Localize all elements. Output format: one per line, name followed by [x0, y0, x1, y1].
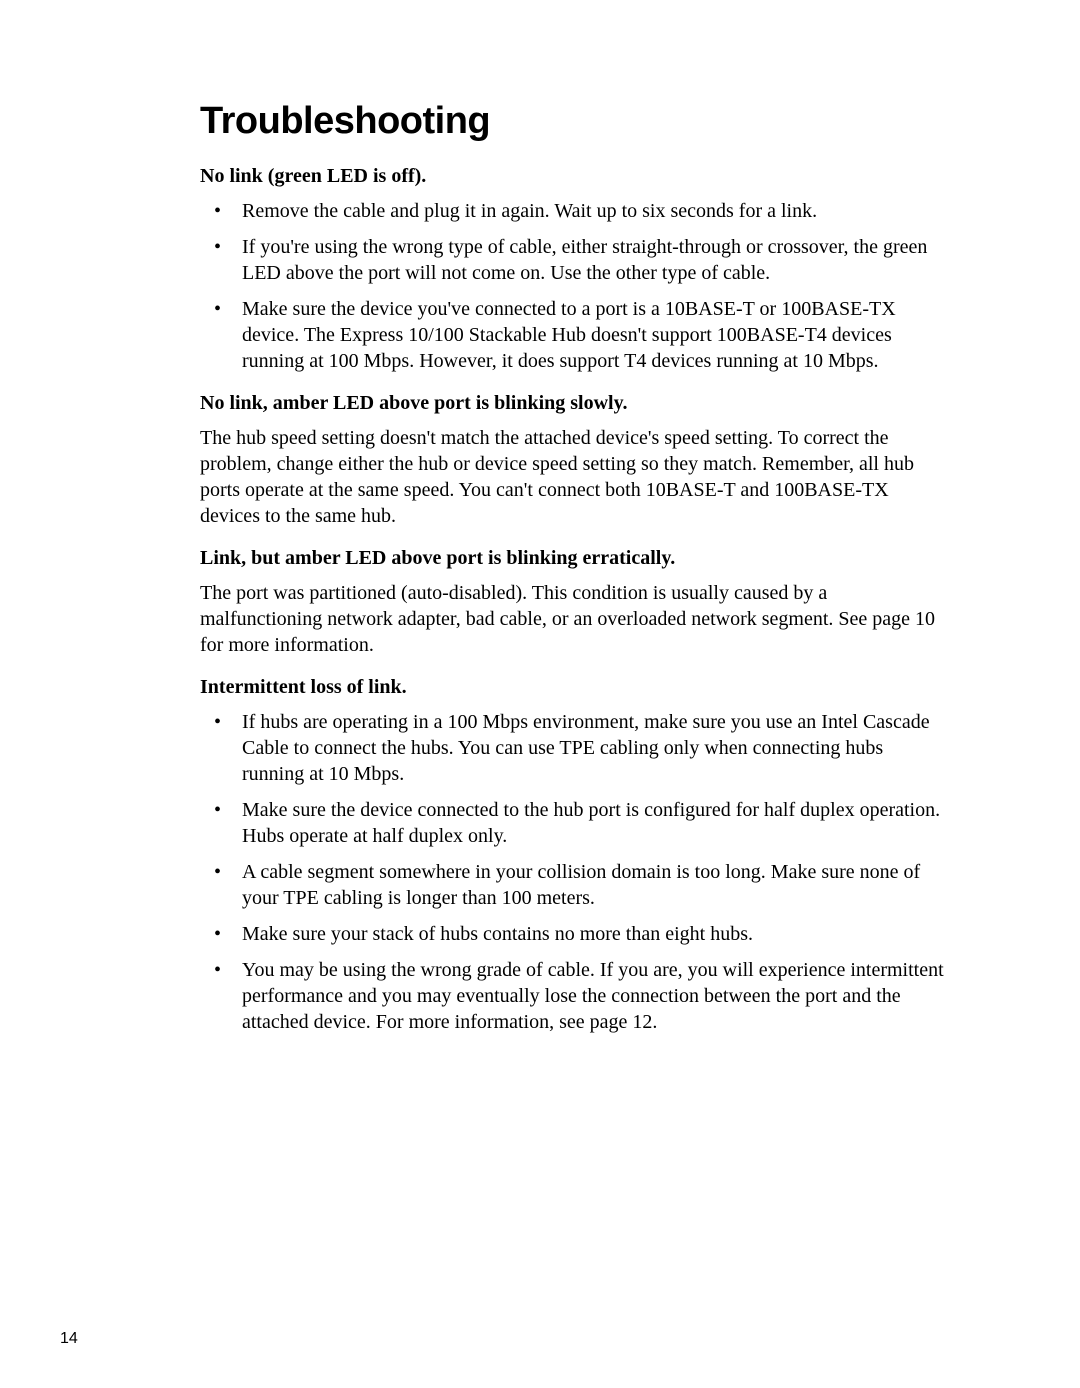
- list-item: If hubs are operating in a 100 Mbps envi…: [200, 709, 950, 787]
- body-text: The port was partitioned (auto-disabled)…: [200, 580, 950, 658]
- section-heading: No link, amber LED above port is blinkin…: [200, 392, 950, 415]
- bullet-list: If hubs are operating in a 100 Mbps envi…: [200, 709, 950, 1035]
- section-heading: No link (green LED is off).: [200, 165, 950, 188]
- list-item: Make sure your stack of hubs contains no…: [200, 921, 950, 947]
- list-item: Make sure the device connected to the hu…: [200, 797, 950, 849]
- page-number: 14: [60, 1330, 78, 1348]
- page-title: Troubleshooting: [200, 100, 950, 143]
- list-item: Make sure the device you've connected to…: [200, 296, 950, 374]
- bullet-list: Remove the cable and plug it in again. W…: [200, 198, 950, 374]
- list-item: Remove the cable and plug it in again. W…: [200, 198, 950, 224]
- section-heading: Link, but amber LED above port is blinki…: [200, 547, 950, 570]
- list-item: If you're using the wrong type of cable,…: [200, 234, 950, 286]
- list-item: You may be using the wrong grade of cabl…: [200, 957, 950, 1035]
- list-item: A cable segment somewhere in your collis…: [200, 859, 950, 911]
- page-content: Troubleshooting No link (green LED is of…: [0, 0, 1080, 1087]
- section-heading: Intermittent loss of link.: [200, 676, 950, 699]
- body-text: The hub speed setting doesn't match the …: [200, 425, 950, 529]
